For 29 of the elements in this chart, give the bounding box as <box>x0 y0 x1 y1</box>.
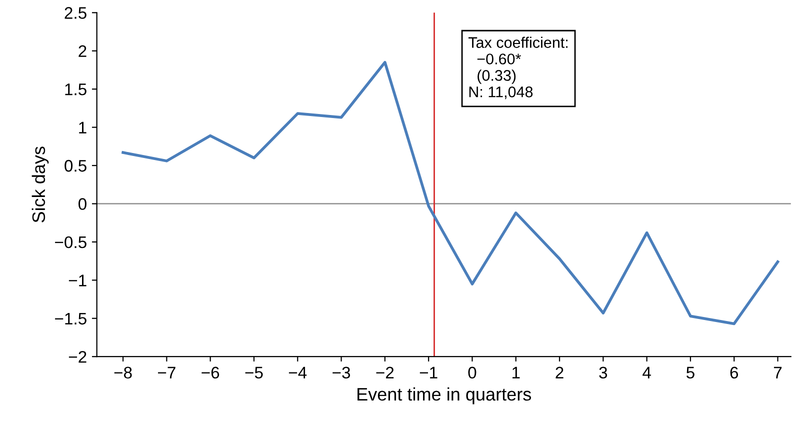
y-tick-label: 0 <box>78 198 86 210</box>
y-axis-title: Sick days <box>32 146 49 222</box>
x-tick-label: 3 <box>599 366 608 379</box>
x-tick-label: −6 <box>202 366 220 379</box>
annotation: Tax coefficient: −0.60* (0.33) N: 11,048 <box>468 36 568 100</box>
x-tick-label: −7 <box>158 366 176 378</box>
y-tick-label: −1.5 <box>55 312 86 325</box>
y-tick-label: 2 <box>78 45 86 57</box>
x-tick-label: −2 <box>376 366 394 378</box>
y-tick-label: 2.5 <box>64 7 86 19</box>
y-tick-label: −2 <box>68 350 86 363</box>
y-tick-label: 1 <box>79 122 86 134</box>
x-tick-label: 5 <box>686 366 694 379</box>
x-tick-label: 7 <box>774 366 782 378</box>
x-tick-label: −8 <box>114 366 132 379</box>
x-tick-label: 1 <box>512 366 520 378</box>
y-tick-label: 0.5 <box>64 160 86 172</box>
x-tick-label: −5 <box>245 366 263 379</box>
x-tick-label: 6 <box>730 366 738 379</box>
x-axis-title: Event time in quarters <box>358 387 532 404</box>
y-tick-label: 1.5 <box>65 84 86 96</box>
x-tick-label: 0 <box>468 366 476 379</box>
x-tick-label: −4 <box>288 366 307 378</box>
x-tick-label: −3 <box>332 366 350 379</box>
x-tick-label: 2 <box>556 366 564 378</box>
x-tick-label: 4 <box>642 366 651 378</box>
x-tick-label: −1 <box>420 366 438 378</box>
y-tick-label: −0.5 <box>55 236 86 248</box>
y-tick-label: −1 <box>68 274 86 286</box>
